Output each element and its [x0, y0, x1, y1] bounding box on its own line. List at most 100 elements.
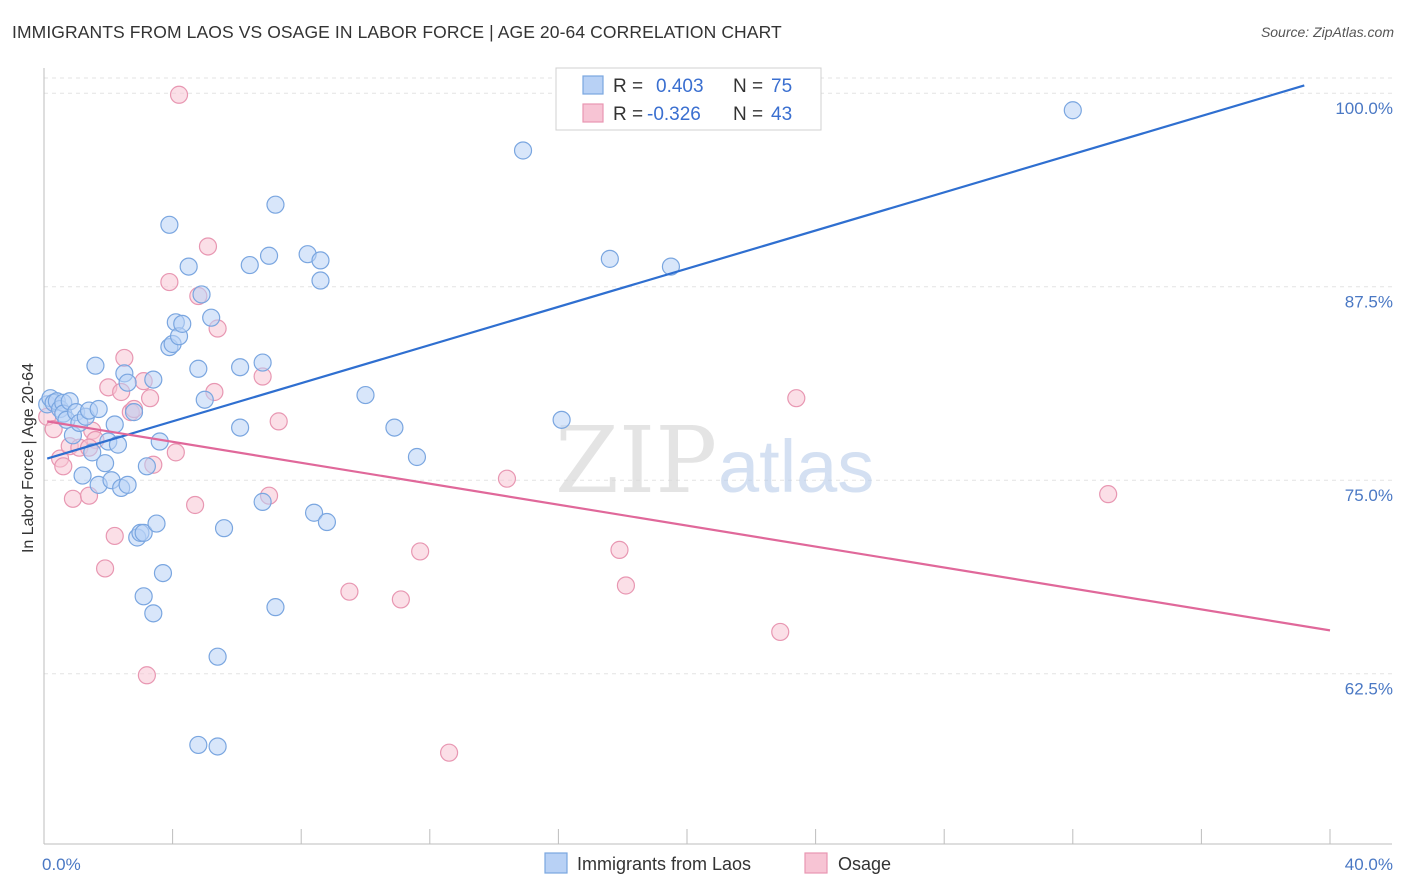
osage-point — [166, 443, 185, 462]
watermark-zip: ZIP — [555, 407, 717, 514]
osage-point — [137, 666, 156, 685]
laos-point — [118, 373, 137, 392]
laos-point — [208, 647, 227, 666]
laos-point — [83, 443, 102, 462]
legend-bottom-label-osage: Osage — [838, 854, 891, 874]
laos-point — [513, 141, 533, 160]
laos-point — [407, 447, 427, 467]
laos-point — [160, 215, 179, 234]
laos-point — [253, 492, 272, 511]
legend-n-label-2: N = — [733, 104, 763, 125]
trend-lines — [46, 84, 1331, 632]
laos-point — [95, 454, 115, 473]
laos-trend-line — [46, 84, 1305, 460]
osage-point — [497, 469, 517, 488]
laos-point — [259, 246, 279, 265]
osage-point — [439, 743, 459, 762]
laos-point — [134, 523, 153, 542]
y-tick-label-3: 100.0% — [1335, 99, 1393, 118]
laos-point — [192, 285, 211, 304]
laos-point — [124, 403, 144, 422]
axes — [43, 68, 1392, 845]
osage-point — [160, 272, 179, 292]
laos-point — [189, 735, 208, 755]
laos-point — [317, 512, 337, 532]
laos-point — [231, 418, 250, 437]
gridlines — [44, 77, 1392, 675]
legend-bottom-swatch-blue — [544, 852, 568, 874]
watermark-atlas: atlas — [718, 425, 874, 508]
osage-point — [44, 420, 63, 439]
laos-point — [173, 314, 192, 333]
osage-point — [169, 85, 189, 104]
laos-point — [231, 358, 250, 377]
y-tick-label-1: 75.0% — [1345, 486, 1393, 505]
legend-n-value-1: 75 — [771, 76, 792, 97]
osage-point — [54, 457, 73, 476]
osage-point — [771, 622, 790, 642]
x-tick-label-1: 40.0% — [1345, 855, 1393, 874]
legend-swatch-pink — [582, 103, 604, 123]
osage-point — [115, 348, 134, 368]
osage-point — [63, 489, 83, 508]
laos-point — [179, 257, 198, 276]
laos-point — [214, 519, 234, 538]
laos-point — [311, 251, 330, 270]
legend-n-value-2: 43 — [771, 104, 792, 125]
legend-r-label-1: R = — [613, 76, 643, 97]
laos-point — [552, 410, 571, 429]
laos-point — [108, 435, 128, 454]
laos-point — [86, 356, 105, 375]
y-tick-label-2: 87.5% — [1345, 293, 1393, 312]
laos-point — [600, 249, 619, 268]
legend-top: R = 0.403 N = 75 R = -0.326 N = 43 — [555, 67, 822, 131]
laos-point — [253, 353, 272, 372]
osage-point — [1099, 485, 1118, 504]
osage-point — [186, 495, 205, 515]
laos-point — [89, 399, 108, 419]
legend-bottom-swatch-pink — [804, 852, 828, 874]
osage-point — [340, 582, 359, 601]
y-tick-label-0: 62.5% — [1345, 680, 1393, 699]
laos-point — [153, 563, 173, 583]
laos-point — [1063, 101, 1082, 120]
laos-points — [38, 101, 1082, 756]
laos-point — [240, 255, 259, 275]
laos-point — [189, 359, 208, 378]
laos-point — [311, 271, 330, 290]
chart-title: IMMIGRANTS FROM LAOS VS OSAGE IN LABOR F… — [12, 22, 782, 42]
legend-n-label-1: N = — [733, 76, 763, 97]
osage-point — [105, 526, 124, 546]
laos-point — [304, 503, 324, 522]
osage-point — [140, 389, 160, 408]
osage-point — [787, 389, 806, 408]
osage-point — [616, 576, 636, 595]
y-axis-label: In Labor Force | Age 20-64 — [20, 363, 37, 553]
legend-r-value-1: 0.403 — [656, 76, 704, 97]
laos-point — [118, 475, 137, 494]
osage-point — [95, 559, 115, 578]
legend-r-value-2: -0.326 — [647, 104, 701, 125]
laos-point — [385, 418, 404, 437]
laos-point — [661, 257, 681, 276]
laos-point — [144, 370, 163, 389]
laos-point — [73, 466, 92, 485]
laos-point — [266, 195, 285, 214]
laos-point — [134, 587, 153, 606]
laos-point — [208, 737, 227, 756]
laos-point — [147, 514, 166, 533]
laos-point — [202, 308, 221, 327]
x-tick-label-0: 0.0% — [42, 855, 81, 874]
legend-swatch-blue — [582, 75, 604, 95]
legend-bottom: Immigrants from Laos Osage — [544, 852, 891, 874]
chart-source: Source: ZipAtlas.com — [1260, 24, 1394, 40]
laos-point — [137, 457, 156, 476]
osage-point — [198, 237, 218, 256]
laos-point — [144, 604, 163, 623]
legend-bottom-label-laos: Immigrants from Laos — [577, 854, 751, 874]
laos-point — [356, 385, 375, 405]
laos-point — [266, 598, 285, 617]
osage-point — [391, 590, 410, 609]
laos-point — [195, 390, 214, 409]
